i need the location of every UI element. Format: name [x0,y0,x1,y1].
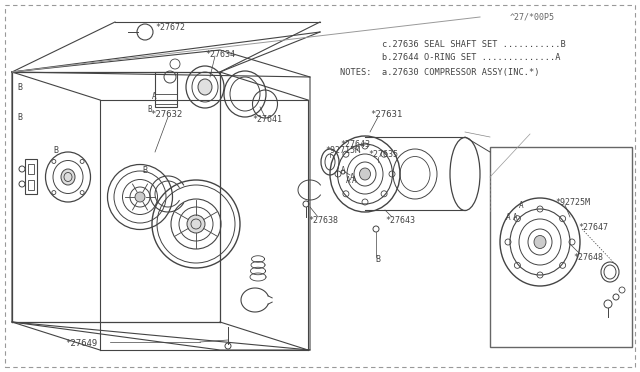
Text: A: A [152,92,157,100]
Text: *27648: *27648 [573,253,603,262]
Ellipse shape [198,79,212,95]
Text: ^27/*00P5: ^27/*00P5 [510,13,555,22]
Text: NOTES:  a.27630 COMPRESSOR ASSY(INC.*): NOTES: a.27630 COMPRESSOR ASSY(INC.*) [340,67,540,77]
Text: A: A [350,173,355,182]
Text: *27672: *27672 [155,22,185,32]
Text: B: B [147,105,152,113]
Text: c.27636 SEAL SHAFT SET ...........B: c.27636 SEAL SHAFT SET ...........B [340,39,566,48]
Ellipse shape [360,168,371,180]
Bar [28,164,34,174]
Ellipse shape [187,215,205,233]
Text: *92725M: *92725M [555,198,590,206]
Text: *27635: *27635 [368,150,398,158]
Text: *27632: *27632 [150,109,182,119]
Text: *27638: *27638 [308,215,338,224]
Bar [490,147,632,347]
Text: b.27644 O-RING SET ..............A: b.27644 O-RING SET ..............A [340,52,561,61]
Text: B: B [53,145,58,154]
Text: *92715M: *92715M [325,145,360,154]
Text: A: A [513,212,518,221]
Text: *27643: *27643 [340,140,370,148]
Ellipse shape [534,235,546,248]
Text: B: B [375,256,380,264]
Text: *27641: *27641 [252,115,282,124]
Text: A: A [352,176,356,185]
Text: B: B [17,112,22,122]
Text: A: A [341,166,346,174]
Text: A: A [519,201,524,209]
Text: *27643: *27643 [385,215,415,224]
Bar [155,72,177,107]
Ellipse shape [135,192,145,202]
Ellipse shape [61,169,75,185]
Bar [28,180,34,190]
Text: *27631: *27631 [370,109,403,119]
Text: B: B [17,83,22,92]
Text: *27649: *27649 [65,340,97,349]
Text: B: B [142,166,147,174]
Text: *27647: *27647 [578,222,608,231]
Text: A: A [506,212,511,221]
Text: A: A [346,176,351,185]
Bar [25,159,37,194]
Text: *27634: *27634 [205,49,235,58]
